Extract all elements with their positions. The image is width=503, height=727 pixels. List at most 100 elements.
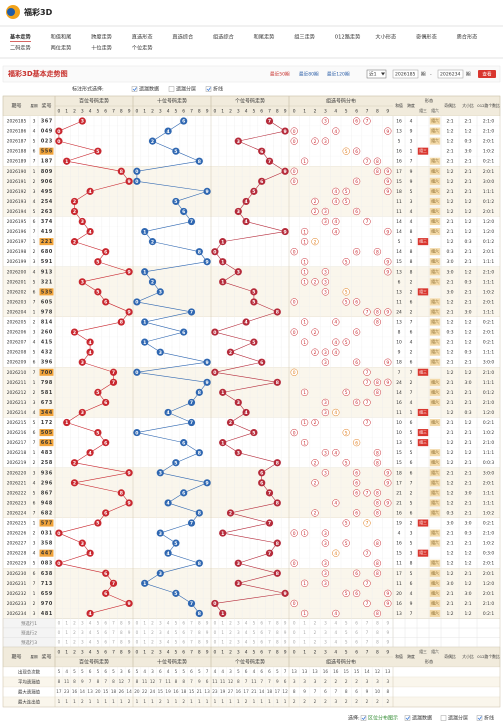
preselect-digit[interactable]: 4 (334, 620, 337, 625)
preselect-digit[interactable]: 9 (128, 620, 131, 625)
preselect-digit[interactable]: 3 (237, 630, 240, 635)
nav-link[interactable]: 组选综合 (213, 33, 235, 41)
preselect-digit[interactable]: 0 (136, 630, 139, 635)
preselect-digit[interactable]: 4 (245, 620, 248, 625)
preselect-digit[interactable]: 4 (167, 620, 170, 625)
preselect-digit[interactable]: 0 (58, 620, 61, 625)
preselect-digit[interactable]: 3 (237, 620, 240, 625)
nav-link[interactable]: 跨度走势 (91, 33, 112, 41)
to-input[interactable] (437, 69, 464, 79)
preselect-digit[interactable]: 5 (97, 639, 100, 644)
nav-link[interactable]: 和值和尾 (51, 33, 72, 41)
preselect-digit[interactable]: 1 (65, 630, 68, 635)
preselect-digit[interactable]: 1 (221, 630, 224, 635)
preselect-digit[interactable]: 2 (314, 620, 317, 625)
checkbox[interactable] (440, 715, 447, 721)
preselect-digit[interactable]: 0 (58, 639, 61, 644)
checkbox[interactable] (404, 715, 411, 721)
preselect-digit[interactable]: 0 (136, 639, 139, 644)
from-input[interactable] (392, 69, 419, 79)
nav-link[interactable]: 直选综合 (172, 33, 194, 41)
preselect-digit[interactable]: 4 (89, 630, 92, 635)
preselect-digit[interactable]: 1 (221, 620, 224, 625)
preselect-digit[interactable]: 2 (151, 620, 154, 625)
preselect-digit[interactable]: 9 (386, 639, 389, 644)
preselect-digit[interactable]: 4 (334, 639, 337, 644)
preselect-digit[interactable]: 8 (198, 630, 201, 635)
preselect-digit[interactable]: 5 (253, 639, 256, 644)
preselect-digit[interactable]: 2 (229, 620, 232, 625)
preselect-digit[interactable]: 8 (120, 639, 123, 644)
preselect-digit[interactable]: 2 (314, 630, 317, 635)
preselect-digit[interactable]: 0 (214, 620, 217, 625)
preselect-digit[interactable]: 3 (81, 620, 84, 625)
nav-link[interactable]: 基本走势 (9, 33, 32, 41)
preselect-digit[interactable]: 2 (151, 639, 154, 644)
preselect-digit[interactable]: 6 (260, 639, 263, 644)
nav-link[interactable]: 奇偶形态 (416, 33, 437, 41)
preselect-digit[interactable]: 5 (253, 620, 256, 625)
preselect-digit[interactable]: 3 (159, 639, 162, 644)
preselect-digit[interactable]: 3 (159, 630, 162, 635)
preselect-digit[interactable]: 9 (128, 639, 131, 644)
preselect-digit[interactable]: 9 (386, 620, 389, 625)
preselect-digit[interactable]: 6 (355, 639, 358, 644)
quick-link[interactable]: 最近50期 (270, 71, 290, 78)
preselect-digit[interactable]: 8 (276, 620, 279, 625)
nav-link[interactable]: 二码走势 (10, 44, 31, 52)
preselect-digit[interactable]: 1 (303, 620, 306, 625)
preselect-digit[interactable]: 7 (268, 620, 271, 625)
preselect-digit[interactable]: 7 (366, 639, 369, 644)
preselect-digit[interactable]: 5 (97, 620, 100, 625)
nav-link[interactable]: 个位走势 (132, 44, 153, 52)
nav-link[interactable]: 质合形态 (457, 33, 478, 41)
checkbox[interactable] (360, 715, 367, 721)
preselect-digit[interactable]: 0 (293, 630, 296, 635)
preselect-digit[interactable]: 4 (245, 630, 248, 635)
preselect-digit[interactable]: 4 (89, 639, 92, 644)
preselect-digit[interactable]: 4 (167, 630, 170, 635)
view-button[interactable] (478, 70, 496, 78)
preselect-digit[interactable]: 2 (229, 639, 232, 644)
preselect-digit[interactable]: 8 (198, 639, 201, 644)
preselect-digit[interactable]: 8 (376, 630, 379, 635)
preselect-digit[interactable]: 8 (376, 620, 379, 625)
preselect-digit[interactable]: 5 (345, 630, 348, 635)
preselect-digit[interactable]: 2 (314, 639, 317, 644)
preselect-digit[interactable]: 6 (355, 630, 358, 635)
preselect-digit[interactable]: 1 (303, 639, 306, 644)
checkbox[interactable] (168, 86, 175, 92)
nav-link[interactable]: 组三走势 (294, 33, 315, 41)
nav-link[interactable]: 十位走势 (91, 44, 112, 52)
nav-link[interactable]: 大小形态 (375, 33, 396, 41)
preselect-digit[interactable]: 3 (81, 630, 84, 635)
preselect-digit[interactable]: 0 (58, 630, 61, 635)
preselect-digit[interactable]: 3 (81, 639, 84, 644)
preselect-digit[interactable]: 0 (214, 639, 217, 644)
checkbox[interactable] (205, 86, 212, 92)
preselect-digit[interactable]: 7 (112, 630, 115, 635)
preselect-digit[interactable]: 7 (190, 620, 193, 625)
preselect-digit[interactable]: 3 (324, 639, 327, 644)
preselect-digit[interactable]: 1 (221, 639, 224, 644)
preselect-digit[interactable]: 6 (104, 620, 107, 625)
preselect-digit[interactable]: 9 (284, 620, 287, 625)
preselect-digit[interactable]: 7 (112, 639, 115, 644)
preselect-digit[interactable]: 8 (120, 630, 123, 635)
quick-link[interactable]: 最近120期 (327, 71, 350, 78)
preselect-digit[interactable]: 7 (190, 639, 193, 644)
preselect-digit[interactable]: 2 (73, 630, 76, 635)
nav-link[interactable]: 两位走势 (51, 44, 72, 52)
preselect-digit[interactable]: 8 (376, 639, 379, 644)
preselect-digit[interactable]: 4 (334, 630, 337, 635)
preselect-digit[interactable]: 5 (175, 620, 178, 625)
preselect-digit[interactable]: 5 (175, 639, 178, 644)
preselect-digit[interactable]: 0 (214, 630, 217, 635)
period-select[interactable] (366, 69, 387, 79)
nav-link[interactable]: 012路走势 (335, 33, 360, 41)
preselect-digit[interactable]: 8 (276, 639, 279, 644)
preselect-digit[interactable]: 4 (89, 620, 92, 625)
preselect-digit[interactable]: 7 (268, 639, 271, 644)
preselect-digit[interactable]: 6 (260, 630, 263, 635)
preselect-digit[interactable]: 9 (206, 639, 209, 644)
